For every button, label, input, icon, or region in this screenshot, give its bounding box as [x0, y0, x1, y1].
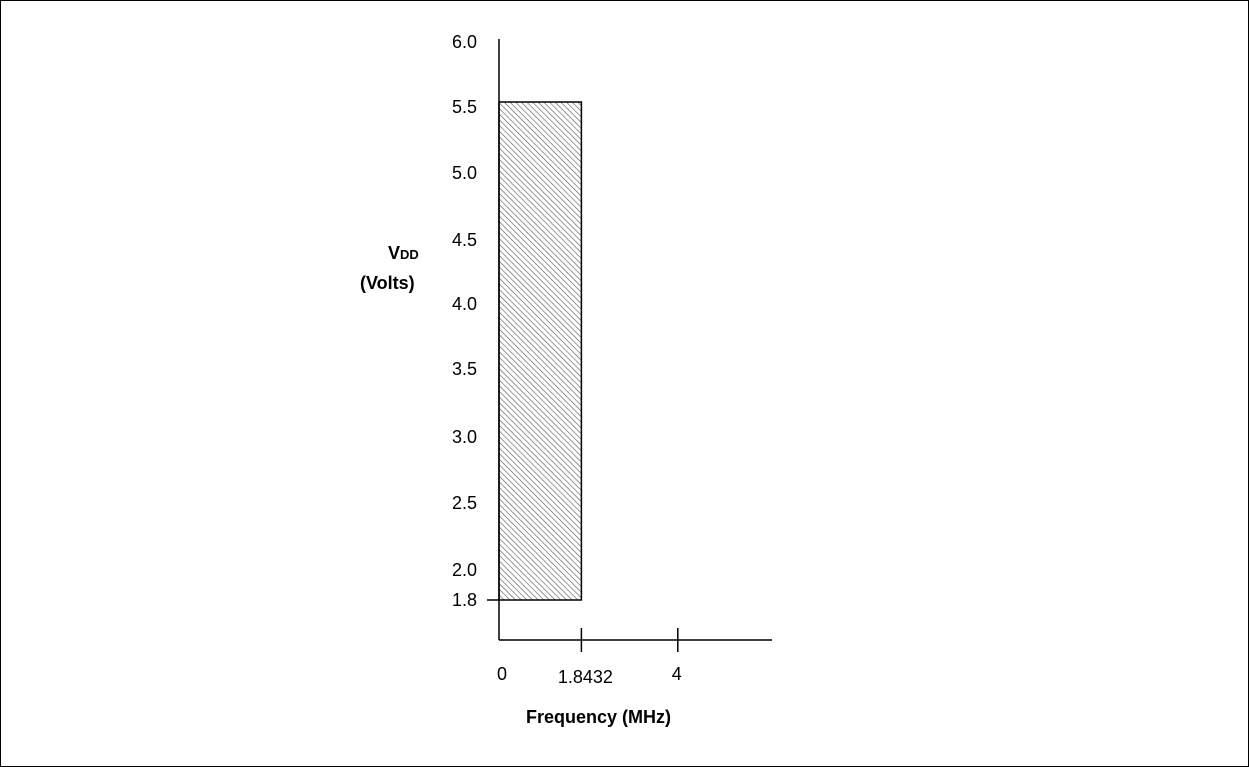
y-tick-label: 5.0 [452, 163, 477, 183]
x-tick-label: 0 [497, 664, 507, 684]
x-axis-title: Frequency (MHz) [526, 707, 671, 727]
y-axis-title-main: V [388, 243, 400, 263]
y-axis-units: (Volts) [360, 273, 415, 293]
y-tick-labels: 6.0 5.5 5.0 4.5 4.0 3.5 3.0 2.5 2.0 1.8 [452, 32, 477, 610]
y-axis-title-subscript: DD [400, 247, 419, 262]
x-tick-label: 4 [672, 664, 682, 684]
y-tick-label: 4.5 [452, 230, 477, 250]
x-tick-marks [580, 628, 679, 652]
y-tick-label: 2.0 [452, 560, 477, 580]
x-tick-labels: 0 1.8432 4 [497, 664, 682, 687]
y-tick-label: 4.0 [452, 294, 477, 314]
y-tick-label: 6.0 [452, 32, 477, 52]
y-tick-label: 2.5 [452, 493, 477, 513]
x-tick-label: 1.8432 [558, 667, 613, 687]
y-tick-label: 3.5 [452, 359, 477, 379]
y-tick-label: 3.0 [452, 427, 477, 447]
operating-region [498, 101, 583, 601]
y-axis-title: VDD [388, 243, 419, 263]
y-tick-label: 5.5 [452, 97, 477, 117]
y-tick-label: 1.8 [452, 590, 477, 610]
